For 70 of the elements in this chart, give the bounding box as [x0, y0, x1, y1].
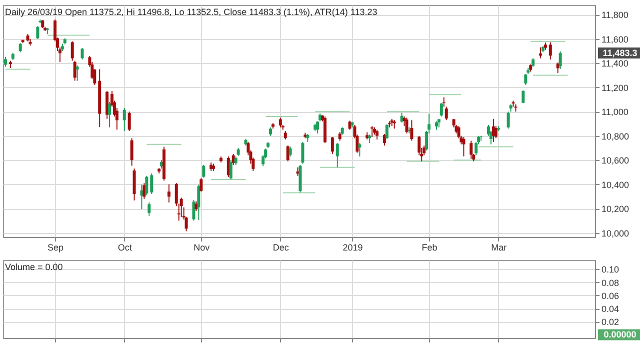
- x-tick-label: Dec: [272, 242, 290, 252]
- candlestick: [70, 40, 74, 62]
- candlestick: [130, 138, 134, 166]
- x-tick-label: 2019: [342, 242, 363, 252]
- candlestick: [128, 111, 131, 132]
- y-tick-label: 0.06: [602, 290, 620, 301]
- candlestick: [470, 140, 473, 160]
- candlestick: [301, 141, 304, 164]
- x-tick-label: Nov: [194, 242, 210, 252]
- candlestick: [132, 168, 136, 201]
- y-tick-label: 0.08: [602, 278, 620, 288]
- y-tick-label: 10,800: [602, 131, 630, 142]
- y-tick-label: 11,000: [602, 107, 628, 118]
- candlestick: [336, 142, 339, 168]
- y-tick-label: 11,400: [602, 58, 628, 69]
- candlestick: [330, 136, 334, 155]
- candlestick: [506, 111, 510, 130]
- y-tick-label: 11,800: [602, 10, 628, 20]
- y-tick-label: 11,200: [602, 82, 628, 93]
- candlestick: [148, 202, 151, 216]
- candlestick: [200, 178, 203, 192]
- candlestick: [376, 129, 379, 140]
- candlestick: [462, 136, 466, 157]
- text: 0.00000: [604, 330, 636, 340]
- candlestick: [167, 184, 170, 203]
- candlestick: [108, 101, 112, 128]
- chart-title: Daily 26/03/19 Open 11375.2, Hi 11496.8, Lo 11352.5, Close 11483.3 (1.1%), ATR(14) 113.23: [5, 7, 378, 17]
- y-tick-label: 0.10: [602, 264, 620, 275]
- candlestick: [4, 56, 7, 68]
- candlestick: [80, 48, 84, 60]
- candlestick: [229, 160, 232, 180]
- y-tick-label: 10,600: [602, 156, 630, 166]
- text: 11,483.3: [602, 48, 638, 58]
- x-tick-label: Feb: [422, 242, 438, 252]
- candlestick: [410, 120, 414, 142]
- candlestick: [73, 60, 76, 82]
- candlestick: [122, 107, 126, 132]
- candlestick: [405, 117, 408, 134]
- candlestick: [18, 42, 22, 53]
- chart-title: Volume = 0.00: [5, 262, 63, 272]
- candlestick: [36, 26, 40, 40]
- candlestick: [180, 197, 183, 218]
- candlestick: [558, 50, 562, 70]
- x-tick-label: Oct: [118, 242, 132, 252]
- candlestick: [150, 172, 154, 194]
- candlestick: [202, 164, 206, 178]
- candlestick: [197, 184, 200, 221]
- candlestick: [382, 134, 386, 146]
- candlestick: [440, 102, 443, 117]
- x-tick-label: Mar: [491, 242, 507, 252]
- x-tick-label: Sep: [48, 242, 64, 252]
- candlestick: [106, 90, 109, 120]
- y-tick-label: 11,600: [602, 34, 628, 44]
- candlestick: [288, 146, 292, 157]
- y-tick-label: 10,400: [602, 180, 630, 190]
- candlestick: [145, 175, 148, 196]
- candlestick: [358, 142, 362, 157]
- candlestick: [76, 65, 79, 82]
- y-tick-label: 10,200: [602, 204, 630, 214]
- y-tick-label: 10,000: [602, 228, 630, 238]
- candlestick: [524, 74, 528, 86]
- candlestick: [192, 200, 196, 222]
- candlestick: [286, 145, 290, 162]
- y-tick-label: 0.02: [602, 317, 620, 328]
- candlestick: [548, 42, 552, 60]
- candlestick: [444, 106, 448, 121]
- candlestick: [385, 124, 388, 140]
- y-tick-label: 0.04: [602, 304, 620, 314]
- candlestick: [522, 90, 525, 104]
- candlestick: [278, 117, 282, 128]
